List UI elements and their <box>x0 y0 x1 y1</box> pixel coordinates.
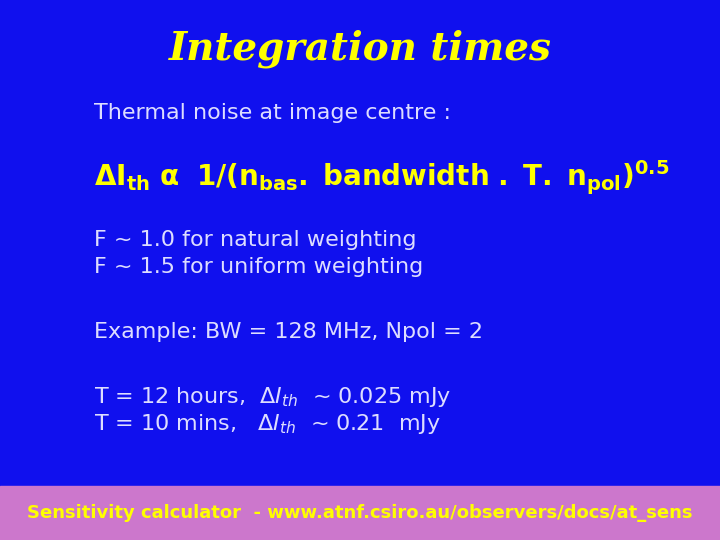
Text: Thermal noise at image centre :: Thermal noise at image centre : <box>94 103 451 124</box>
Text: F ~ 1.0 for natural weighting: F ~ 1.0 for natural weighting <box>94 230 416 251</box>
Text: F ~ 1.5 for uniform weighting: F ~ 1.5 for uniform weighting <box>94 257 423 278</box>
Text: Integration times: Integration times <box>168 29 552 68</box>
Text: Example: BW = 128 MHz, Npol = 2: Example: BW = 128 MHz, Npol = 2 <box>94 322 482 342</box>
Text: $\mathbf{\Delta I_{th}}$$\mathbf{\ \alpha\ }$$\mathbf{\ 1 / (n_{bas}}$$\mathbf{.: $\mathbf{\Delta I_{th}}$$\mathbf{\ \alph… <box>94 159 669 198</box>
FancyBboxPatch shape <box>0 486 720 540</box>
Text: Sensitivity calculator  - www.atnf.csiro.au/observers/docs/at_sens: Sensitivity calculator - www.atnf.csiro.… <box>27 504 693 522</box>
Text: T = 10 mins,   $\Delta I_{th}$  ~ 0.21  mJy: T = 10 mins, $\Delta I_{th}$ ~ 0.21 mJy <box>94 412 441 436</box>
Text: T = 12 hours,  $\Delta I_{th}$  ~ 0.025 mJy: T = 12 hours, $\Delta I_{th}$ ~ 0.025 mJ… <box>94 385 451 409</box>
